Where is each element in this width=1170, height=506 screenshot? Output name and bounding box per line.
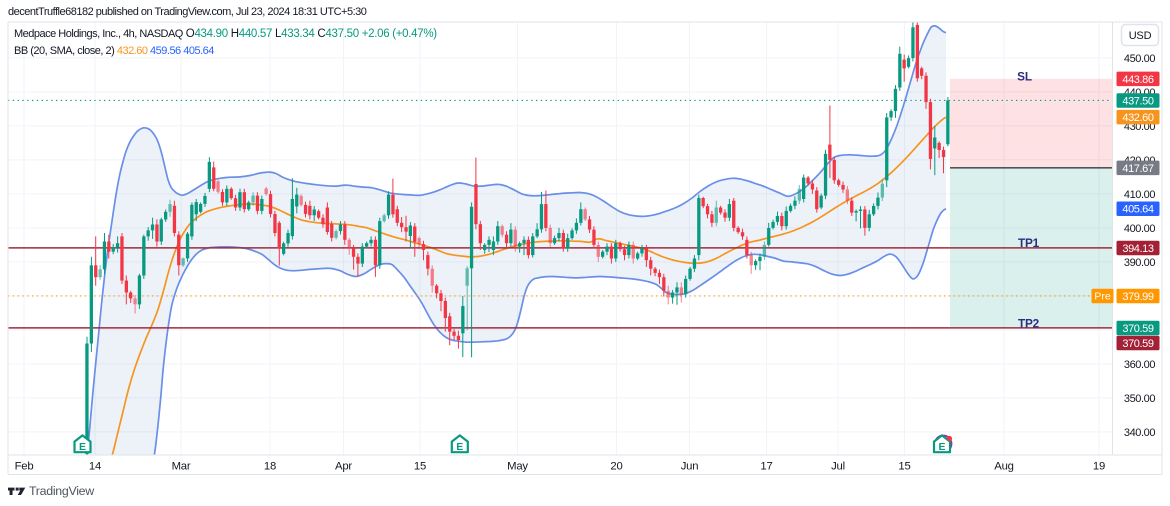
svg-text:19: 19 [1093, 461, 1105, 473]
svg-text:417.67: 417.67 [1122, 163, 1154, 175]
svg-text:390.00: 390.00 [1124, 257, 1156, 269]
svg-text:405.64: 405.64 [1122, 204, 1154, 216]
svg-text:USD: USD [1129, 30, 1152, 42]
svg-text:20: 20 [610, 461, 622, 473]
svg-text:Aug: Aug [994, 461, 1014, 473]
svg-text:450.00: 450.00 [1124, 53, 1156, 65]
svg-text:394.13: 394.13 [1122, 243, 1154, 255]
svg-text:Feb: Feb [15, 461, 34, 473]
svg-text:Apr: Apr [335, 461, 352, 473]
svg-text:E: E [456, 441, 463, 453]
svg-text:14: 14 [89, 461, 101, 473]
svg-text:Pre: Pre [1094, 291, 1111, 303]
svg-text:443.86: 443.86 [1122, 74, 1154, 86]
svg-text:350.00: 350.00 [1124, 393, 1156, 405]
svg-text:TP2: TP2 [1018, 316, 1040, 330]
svg-text:E: E [938, 441, 945, 453]
svg-text:Jun: Jun [681, 461, 699, 473]
svg-text:17: 17 [760, 461, 772, 473]
svg-text:379.99: 379.99 [1122, 291, 1154, 303]
svg-text:BB (20, SMA, close, 2) 432.60: BB (20, SMA, close, 2) 432.60 459.56 405… [14, 45, 214, 57]
svg-text:370.59: 370.59 [1122, 338, 1154, 350]
svg-text:Jul: Jul [831, 461, 845, 473]
svg-text:437.50: 437.50 [1122, 95, 1154, 107]
svg-text:Medpace Holdings, Inc., 4h, NA: Medpace Holdings, Inc., 4h, NASDAQ O434.… [14, 28, 437, 40]
svg-text:TradingView: TradingView [29, 484, 94, 498]
svg-text:370.59: 370.59 [1122, 323, 1154, 335]
svg-text:15: 15 [898, 461, 910, 473]
svg-text:400.00: 400.00 [1124, 223, 1156, 235]
svg-text:May: May [507, 461, 528, 473]
svg-text:E: E [79, 441, 86, 453]
svg-text:18: 18 [264, 461, 276, 473]
svg-text:SL: SL [1017, 70, 1032, 84]
svg-text:432.60: 432.60 [1122, 112, 1154, 124]
svg-text:TP1: TP1 [1018, 236, 1040, 250]
svg-text:15: 15 [414, 461, 426, 473]
svg-text:decentTruffle68182 published o: decentTruffle68182 published on TradingV… [8, 6, 367, 18]
svg-text:Mar: Mar [172, 461, 191, 473]
svg-text:360.00: 360.00 [1124, 359, 1156, 371]
svg-text:410.00: 410.00 [1124, 189, 1156, 201]
svg-text:340.00: 340.00 [1124, 427, 1156, 439]
